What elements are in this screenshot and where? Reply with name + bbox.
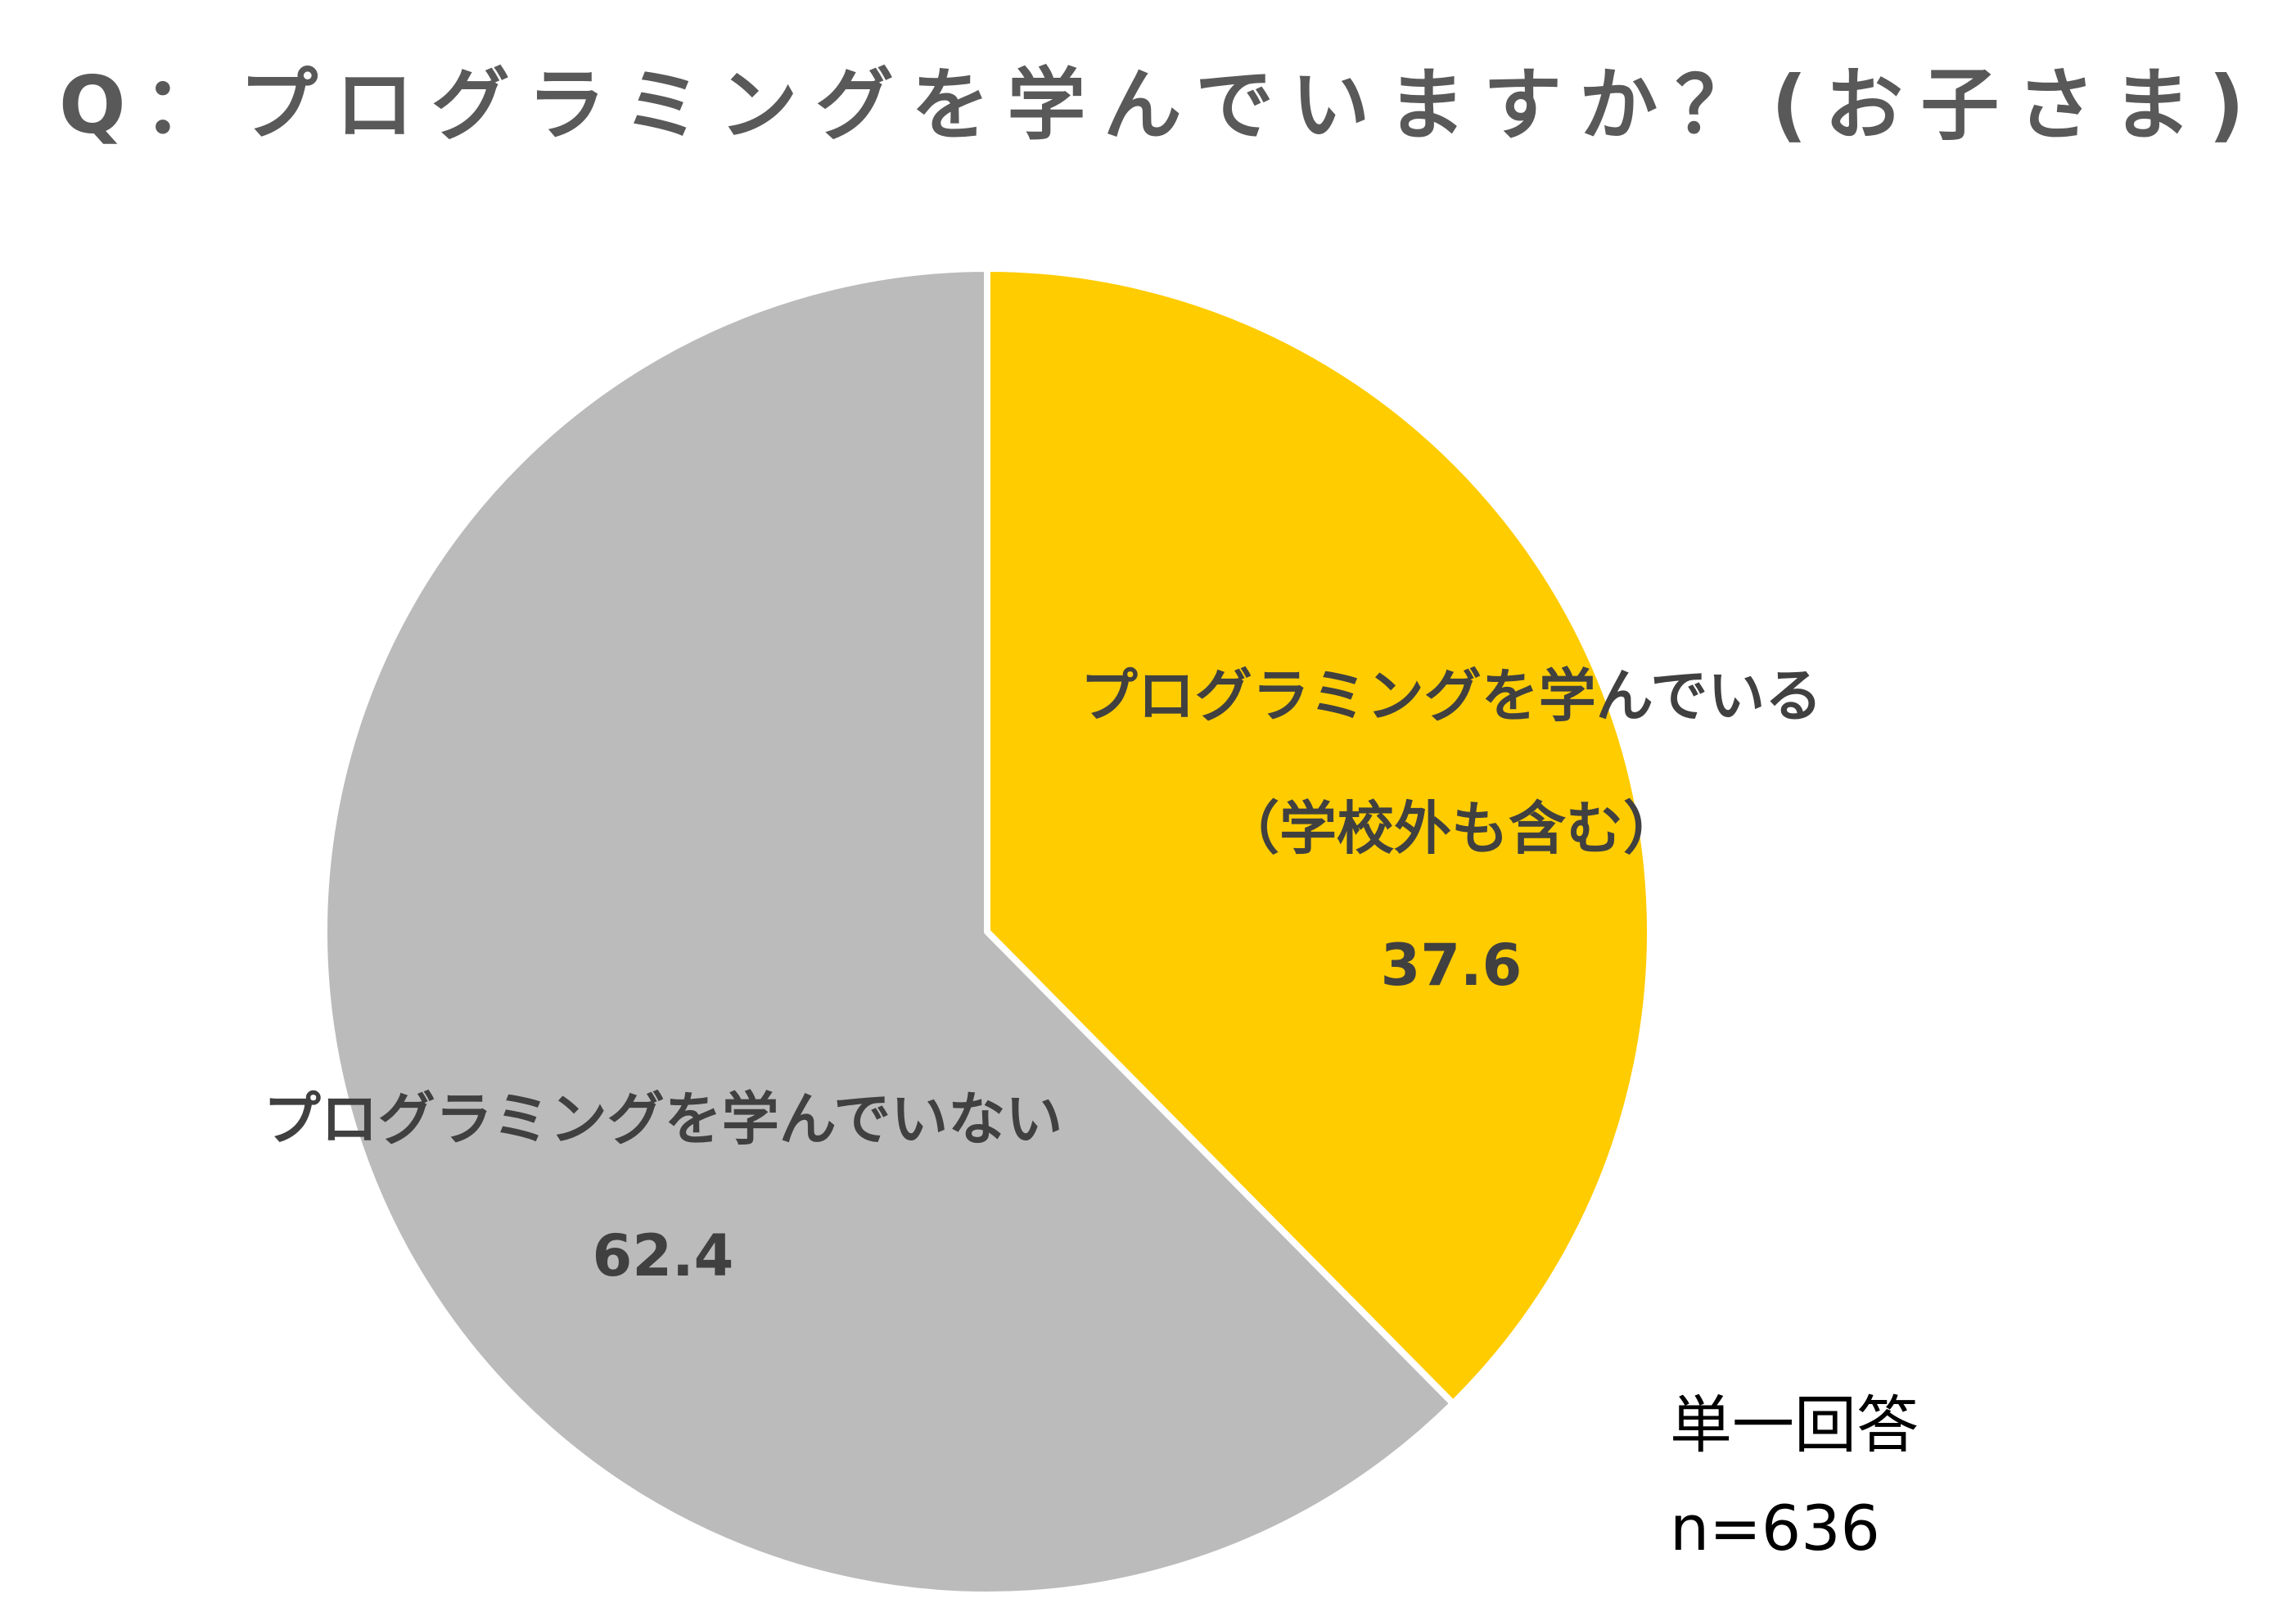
note: n=636 [1670, 1492, 1880, 1565]
pie-slice [321, 265, 1457, 1598]
slice-label: プログラミングを学んでいない [264, 1086, 1063, 1153]
pie-slice [984, 265, 1653, 1407]
slice-label: プログラミングを学んでいる （学校外も含む） [1080, 662, 1823, 862]
value-label: 37.6 [1381, 932, 1522, 999]
label-line: （学校外も含む） [1222, 795, 1680, 862]
label-line: プログラミングを学んでいる [1080, 662, 1823, 729]
value-label: 62.4 [593, 1222, 734, 1289]
note: 単一回答 [1670, 1388, 1919, 1461]
chart-title: Q：プログラミングを学んでいますか？(お子さま) [59, 59, 2244, 151]
label-line: プログラミングを学んでいない [264, 1086, 1063, 1153]
